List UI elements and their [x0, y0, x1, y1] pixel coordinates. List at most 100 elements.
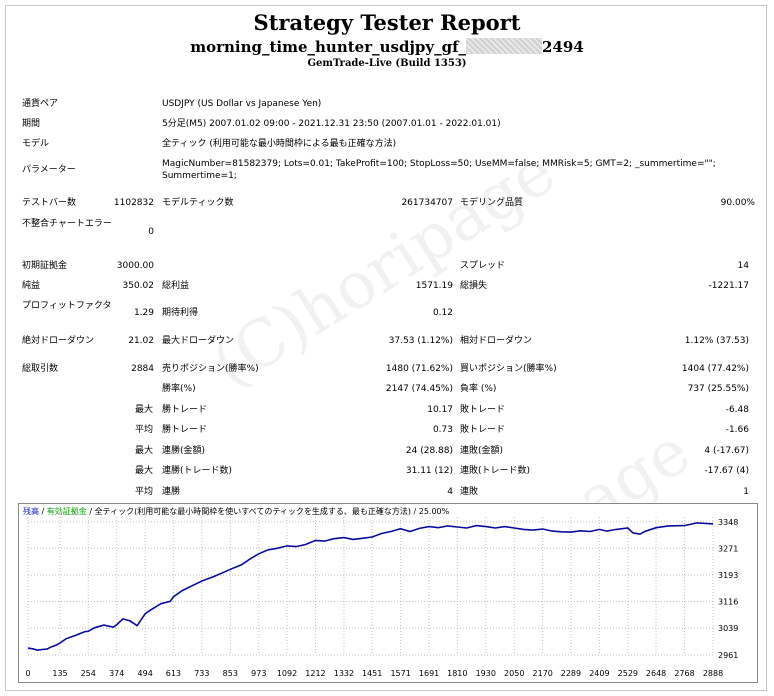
- loss-pct-value: 737 (25.55%): [687, 384, 749, 394]
- x-tick-label: 374: [109, 669, 124, 678]
- y-tick-label: 3116: [718, 598, 738, 607]
- avg-loss-label: 敗トレード: [460, 425, 506, 435]
- symbol-value: USDJPY (US Dollar vs Japanese Yen): [162, 99, 322, 109]
- pf-value: 1.29: [133, 308, 154, 318]
- chart-legend: 残高 / 有効証拠金 / 全ティック(利用可能な最小時間枠を使いすべてのティック…: [23, 506, 450, 516]
- gross-profit-label: 総利益: [162, 281, 190, 291]
- avg-label-2: 平均: [135, 487, 154, 497]
- y-axis-ticks: 3348 3271 3193 3116 3039 2961: [718, 518, 738, 660]
- mismatch-label: 不整合チャートエラー: [22, 219, 112, 229]
- avg-consec-win-value: 4: [447, 487, 453, 497]
- loss-pct-label: 負率 (%): [460, 384, 497, 394]
- max-label-3: 最大: [135, 466, 154, 476]
- deposit-label: 初期証拠金: [22, 261, 68, 271]
- quality-label: モデリング品質: [460, 198, 524, 208]
- consec-win-money-label: 連勝(金額): [162, 446, 206, 456]
- net-value: 350.02: [122, 281, 155, 291]
- consec-loss-money-label: 連敗(金額): [460, 446, 504, 456]
- x-tick-label: 2768: [674, 669, 694, 678]
- x-tick-label: 2648: [646, 669, 666, 678]
- legend-balance: 残高: [23, 506, 39, 516]
- rel-dd-label: 相対ドローダウン: [460, 336, 533, 346]
- avg-label-1: 平均: [135, 425, 154, 435]
- gross-loss-label: 総損失: [460, 281, 488, 291]
- max-win-label: 勝トレード: [162, 405, 208, 415]
- spread-value: 14: [737, 261, 749, 271]
- x-tick-label: 2409: [589, 669, 609, 678]
- params-value: MagicNumber=81582379; Lots=0.01; TakePro…: [162, 159, 716, 181]
- avg-win-value: 0.73: [432, 425, 453, 435]
- rel-dd-value: 1.12% (37.53): [684, 336, 749, 346]
- y-tick-label: 2961: [718, 651, 738, 660]
- legend-equity: 有効証拠金: [47, 506, 87, 516]
- x-tick-label: 2289: [561, 669, 581, 678]
- x-tick-label: 1332: [334, 669, 354, 678]
- x-tick-label: 1451: [362, 669, 382, 678]
- exp-label: 期待利得: [162, 308, 199, 318]
- short-label: 売りポジション(勝率%): [162, 364, 259, 374]
- y-tick-label: 3039: [718, 624, 738, 633]
- legend-rest: / 全ティック(利用可能な最小時間枠を使いすべてのティックを生成する、最も正確な…: [87, 506, 450, 516]
- y-tick-label: 3348: [718, 518, 738, 527]
- params-label: パラメーター: [22, 165, 76, 175]
- short-value: 1480 (71.62%): [385, 364, 453, 374]
- model-value: 全ティック (利用可能な最小時間枠による最も正確な方法): [162, 139, 397, 149]
- x-tick-label: 2170: [533, 669, 553, 678]
- x-tick-label: 1571: [390, 669, 410, 678]
- y-tick-label: 3193: [718, 571, 738, 580]
- x-tick-label: 973: [251, 669, 266, 678]
- total-value: 2884: [131, 364, 154, 374]
- x-tick-label: 2529: [618, 669, 638, 678]
- x-tick-label: 1212: [305, 669, 325, 678]
- net-label: 純益: [22, 281, 41, 291]
- model-label: モデル: [22, 139, 50, 149]
- y-tick-label: 3271: [718, 544, 738, 553]
- avg-consec-win-label: 連勝: [162, 487, 181, 497]
- x-tick-label: 853: [223, 669, 238, 678]
- avg-consec-loss-value: 1: [743, 487, 749, 497]
- exp-value: 0.12: [432, 308, 453, 318]
- max-label-1: 最大: [135, 405, 154, 415]
- max-loss-label: 敗トレード: [460, 405, 506, 415]
- bars-label: テストバー数: [22, 198, 77, 208]
- x-tick-label: 733: [194, 669, 209, 678]
- x-tick-label: 1691: [419, 669, 439, 678]
- period-label: 期間: [22, 119, 41, 129]
- symbol-label: 通貨ペア: [22, 99, 59, 109]
- avg-loss-value: -1.66: [725, 425, 749, 435]
- deposit-value: 3000.00: [116, 261, 154, 271]
- x-tick-label: 494: [138, 669, 153, 678]
- bars-value: 1102832: [113, 198, 154, 208]
- x-tick-label: 254: [81, 669, 96, 678]
- x-tick-label: 135: [52, 669, 67, 678]
- period-value: 5分足(M5) 2007.01.02 09:00 - 2021.12.31 23…: [162, 119, 501, 129]
- report-frame: [5, 5, 767, 691]
- build-info: GemTrade-Live (Build 1353): [307, 58, 467, 69]
- win-pct-label: 勝率(%): [162, 384, 196, 394]
- balance-chart: 残高 / 有効証拠金 / 全ティック(利用可能な最小時間枠を使いすべてのティック…: [18, 503, 758, 683]
- x-axis-ticks: 0 135 254 374 494 613 733 853 973 1092 1212 1332 145…: [25, 669, 723, 678]
- total-label: 総取引数: [22, 364, 59, 374]
- consec-win-money-value: 24 (28.88): [405, 446, 453, 456]
- report-title: Strategy Tester Report: [253, 10, 521, 35]
- max-dd-label: 最大ドローダウン: [162, 336, 235, 346]
- avg-win-label: 勝トレード: [162, 425, 208, 435]
- ea-name: morning_time_hunter_usdjpy_gf_ 2494: [190, 38, 584, 56]
- gross-profit-value: 1571.19: [415, 281, 453, 291]
- quality-value: 90.00%: [720, 198, 755, 208]
- abs-dd-label: 絶対ドローダウン: [22, 336, 95, 346]
- consec-loss-trades-label: 連敗(トレード数): [460, 466, 531, 476]
- max-dd-value: 37.53 (1.12%): [388, 336, 453, 346]
- win-pct-value: 2147 (74.45%): [385, 384, 453, 394]
- long-label: 買いポジション(勝率%): [460, 364, 557, 374]
- x-tick-label: 1092: [277, 669, 297, 678]
- consec-loss-trades-value: -17.67 (4): [704, 466, 749, 476]
- pf-label: プロフィットファクタ: [22, 301, 112, 311]
- spread-label: スプレッド: [460, 261, 506, 271]
- ticks-label: モデルティック数: [162, 198, 234, 208]
- abs-dd-value: 21.02: [128, 336, 154, 346]
- x-tick-label: 0: [25, 669, 30, 678]
- long-value: 1404 (77.42%): [681, 364, 749, 374]
- x-tick-label: 1810: [447, 669, 467, 678]
- ticks-value: 261734707: [401, 198, 453, 208]
